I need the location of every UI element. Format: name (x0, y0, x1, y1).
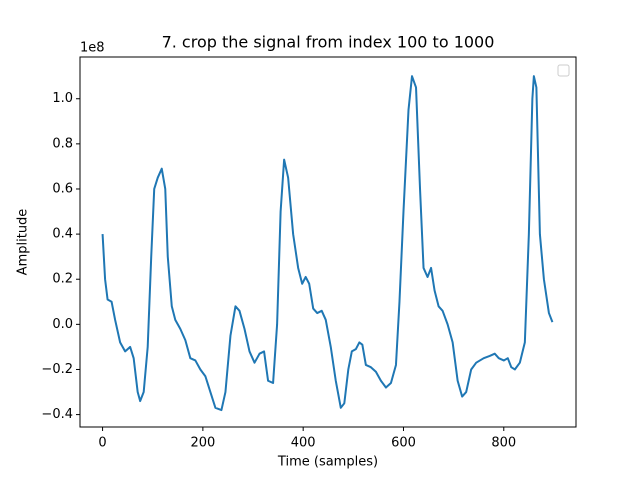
y-offset-label: 1e8 (80, 41, 105, 56)
y-axis-label: Amplitude (16, 209, 31, 276)
x-tick-label: 800 (491, 436, 516, 451)
line-series (101, 75, 554, 412)
x-tick-label: 0 (98, 436, 106, 451)
y-tick-label: 0.0 (52, 317, 73, 332)
chart-title: 7. crop the signal from index 100 to 100… (162, 33, 495, 52)
x-tick-label: 400 (291, 436, 316, 451)
legend-box (557, 64, 570, 77)
x-tick-label: 600 (391, 436, 416, 451)
y-tick-label: 0.6 (52, 181, 73, 196)
y-tick-label: 0.4 (52, 227, 73, 242)
plot-frame (79, 56, 577, 428)
y-tick-label: 1.0 (52, 91, 73, 106)
y-tick-label: −0.4 (41, 407, 73, 422)
x-tick-label: 200 (190, 436, 215, 451)
y-tick-label: 0.8 (52, 136, 73, 151)
y-tick-label: 0.2 (52, 272, 73, 287)
x-axis-label: Time (samples) (277, 455, 378, 470)
y-tick-label: −0.2 (41, 362, 73, 377)
